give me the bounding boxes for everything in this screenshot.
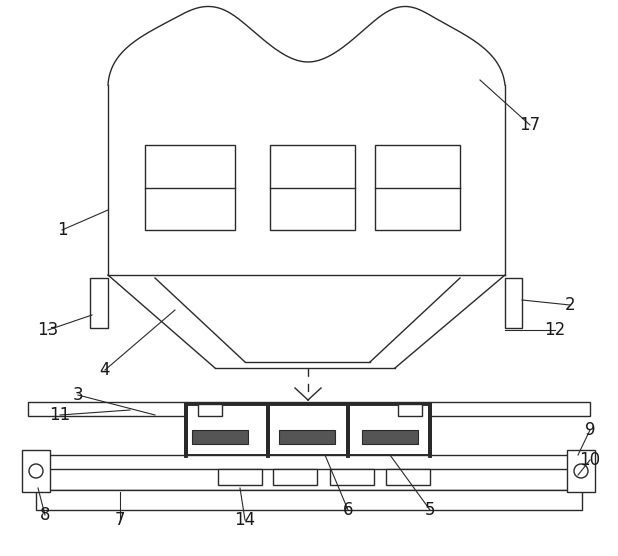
Circle shape bbox=[574, 464, 588, 478]
Text: 17: 17 bbox=[520, 116, 541, 134]
Bar bbox=[362, 430, 418, 444]
Bar bbox=[386, 469, 430, 485]
Bar bbox=[90, 278, 108, 328]
Bar bbox=[198, 404, 222, 416]
Bar bbox=[348, 404, 430, 456]
Text: 1: 1 bbox=[57, 221, 67, 239]
Text: 13: 13 bbox=[37, 321, 59, 339]
Text: 10: 10 bbox=[580, 451, 601, 469]
Bar bbox=[145, 145, 235, 230]
Bar bbox=[398, 404, 422, 416]
Text: 9: 9 bbox=[585, 421, 595, 439]
Bar bbox=[268, 404, 348, 456]
Text: 8: 8 bbox=[40, 506, 50, 524]
Bar bbox=[28, 469, 590, 490]
Bar bbox=[28, 455, 590, 470]
Circle shape bbox=[29, 464, 43, 478]
Text: 2: 2 bbox=[565, 296, 575, 314]
Bar bbox=[186, 404, 430, 456]
Text: 7: 7 bbox=[115, 511, 125, 529]
Text: 4: 4 bbox=[99, 361, 110, 379]
Bar bbox=[375, 145, 460, 230]
Bar bbox=[279, 430, 335, 444]
Bar bbox=[567, 450, 595, 492]
Text: 11: 11 bbox=[49, 406, 70, 424]
Bar bbox=[22, 450, 50, 492]
Bar bbox=[270, 145, 355, 230]
Bar bbox=[192, 430, 248, 444]
Bar bbox=[505, 278, 522, 328]
Text: 12: 12 bbox=[544, 321, 565, 339]
Bar bbox=[218, 469, 262, 485]
Bar bbox=[330, 469, 374, 485]
Bar bbox=[36, 490, 582, 510]
Text: 6: 6 bbox=[343, 501, 353, 519]
Text: 3: 3 bbox=[73, 386, 83, 404]
Text: 14: 14 bbox=[234, 511, 256, 529]
Bar bbox=[273, 469, 317, 485]
Bar bbox=[186, 404, 268, 456]
Text: 5: 5 bbox=[425, 501, 435, 519]
Bar bbox=[28, 402, 590, 416]
